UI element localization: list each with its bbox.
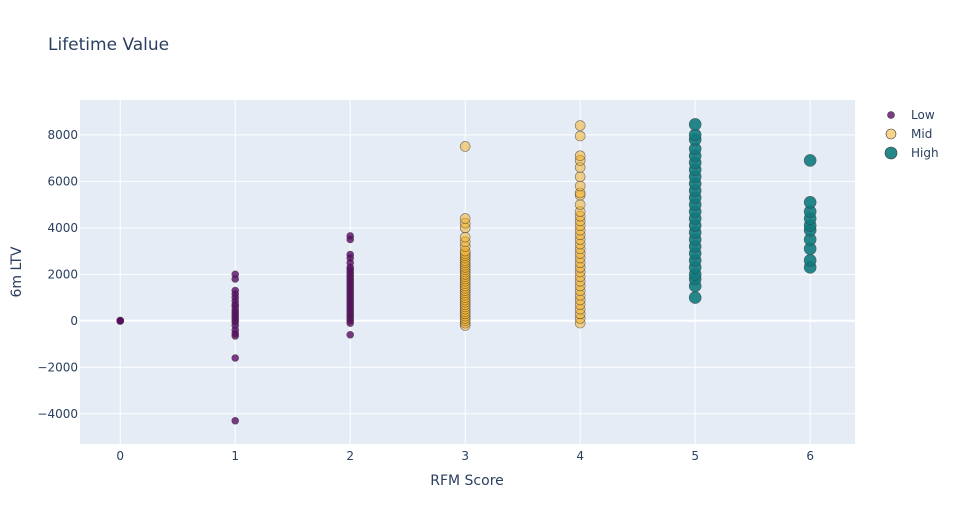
legend-marker [887,111,895,119]
x-tick-label: 0 [116,449,124,463]
data-point-low [231,270,240,279]
data-point-low [346,250,355,259]
series-mid [459,120,586,331]
y-tick-label: 4000 [47,221,78,235]
legend-item-low[interactable]: Low [887,108,935,122]
y-tick-label: −4000 [37,407,78,421]
series-low [116,232,355,425]
data-point-low [231,354,240,362]
data-point-low [231,416,240,425]
x-tick-label: 4 [576,449,584,463]
x-tick-label: 2 [346,449,354,463]
x-axis-title: RFM Score [430,473,504,489]
y-axis-title: 6m LTV [9,246,25,297]
data-point-mid [459,141,471,152]
data-point-high [688,118,702,131]
x-tick-label: 5 [691,449,699,463]
x-tick-label: 1 [231,449,239,463]
data-point-low [346,330,355,339]
legend-item-high[interactable]: High [884,146,939,160]
data-point-low [231,286,240,295]
y-tick-label: 6000 [47,174,78,188]
data-point-mid [574,130,586,142]
y-tick-labels: −4000 −2000 0 2000 4000 6000 8000 [37,128,78,421]
legend-label: Low [911,108,935,122]
data-point-high [803,154,817,167]
series-high [688,118,817,304]
x-tick-labels: 0 1 2 3 4 5 6 [116,449,814,463]
legend-marker [885,128,897,140]
y-tick-label: −2000 [37,360,78,374]
data-point-mid [574,171,586,183]
data-point-mid [459,231,471,243]
legend-label: Mid [911,127,932,141]
data-point-mid [574,199,586,210]
x-tick-label: 3 [461,449,469,463]
legend[interactable]: Low Mid High [884,108,939,160]
y-tick-label: 8000 [47,128,78,142]
data-point-high [803,195,817,209]
data-point-mid [574,120,586,131]
data-points [116,118,817,425]
data-point-high [803,254,817,267]
legend-marker [884,146,898,160]
data-point-mid [459,213,471,224]
data-point-mid [574,150,586,162]
y-tick-label: 0 [70,314,78,328]
data-point-mid [574,180,586,192]
data-point-low [346,232,355,240]
chart-title: Lifetime Value [48,35,169,55]
legend-item-mid[interactable]: Mid [885,127,932,141]
y-tick-label: 2000 [47,267,78,281]
legend-label: High [911,146,939,160]
data-point-low [116,316,125,325]
x-tick-label: 6 [806,449,814,463]
data-point-high [688,291,702,304]
